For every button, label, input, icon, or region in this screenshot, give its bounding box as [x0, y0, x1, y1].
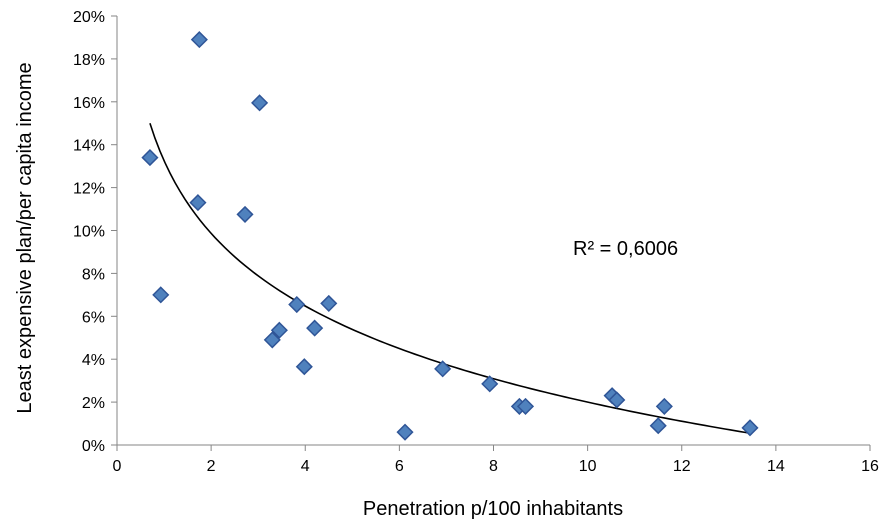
- y-tick-label: 20%: [73, 9, 105, 26]
- data-point: [608, 391, 626, 409]
- data-point: [288, 295, 306, 314]
- y-axis-ticks: 0% 2% 4% 6% 8% 10% 12% 14% 16% 18% 20%: [73, 9, 117, 455]
- y-tick-label: 2%: [82, 395, 105, 412]
- data-point: [481, 375, 499, 393]
- y-tick-label: 14%: [73, 138, 105, 155]
- y-tick-label: 16%: [73, 95, 105, 112]
- data-point: [649, 417, 667, 435]
- r-squared-label: R² = 0,6006: [573, 238, 678, 260]
- data-point: [516, 397, 535, 415]
- data-point: [190, 31, 208, 49]
- x-tick-label: 10: [579, 458, 597, 475]
- x-tick-label: 2: [207, 458, 216, 475]
- data-point: [141, 149, 159, 167]
- x-tick-label: 8: [489, 458, 498, 475]
- data-point: [655, 397, 673, 415]
- y-tick-label: 0%: [82, 438, 105, 455]
- x-tick-label: 6: [395, 458, 404, 475]
- y-tick-label: 6%: [82, 309, 105, 326]
- x-tick-label: 4: [301, 458, 310, 475]
- data-point: [251, 94, 269, 112]
- data-point: [396, 423, 414, 441]
- x-tick-label: 16: [861, 458, 879, 475]
- data-points: [141, 31, 759, 441]
- y-tick-label: 12%: [73, 181, 105, 198]
- data-point: [270, 321, 288, 339]
- y-tick-label: 8%: [82, 266, 105, 283]
- x-tick-label: 14: [767, 458, 785, 475]
- data-point: [434, 360, 452, 378]
- y-axis-title: Least expensive plan/per capita income: [14, 62, 36, 413]
- x-axis-ticks: 0 2 4 6 8 10 12 14 16: [113, 445, 879, 475]
- x-tick-label: 12: [673, 458, 691, 475]
- data-point: [189, 194, 207, 212]
- x-axis-title: Penetration p/100 inhabitants: [363, 498, 623, 520]
- y-tick-label: 10%: [73, 224, 105, 241]
- data-point: [306, 319, 324, 337]
- data-point: [295, 358, 313, 376]
- y-tick-label: 18%: [73, 52, 105, 69]
- data-point: [741, 419, 759, 437]
- trendline: [149, 122, 751, 434]
- x-tick-label: 0: [113, 458, 122, 475]
- data-point: [152, 286, 170, 304]
- data-point: [263, 331, 281, 349]
- data-point: [320, 294, 338, 312]
- data-point: [236, 205, 254, 223]
- y-tick-label: 4%: [82, 352, 105, 369]
